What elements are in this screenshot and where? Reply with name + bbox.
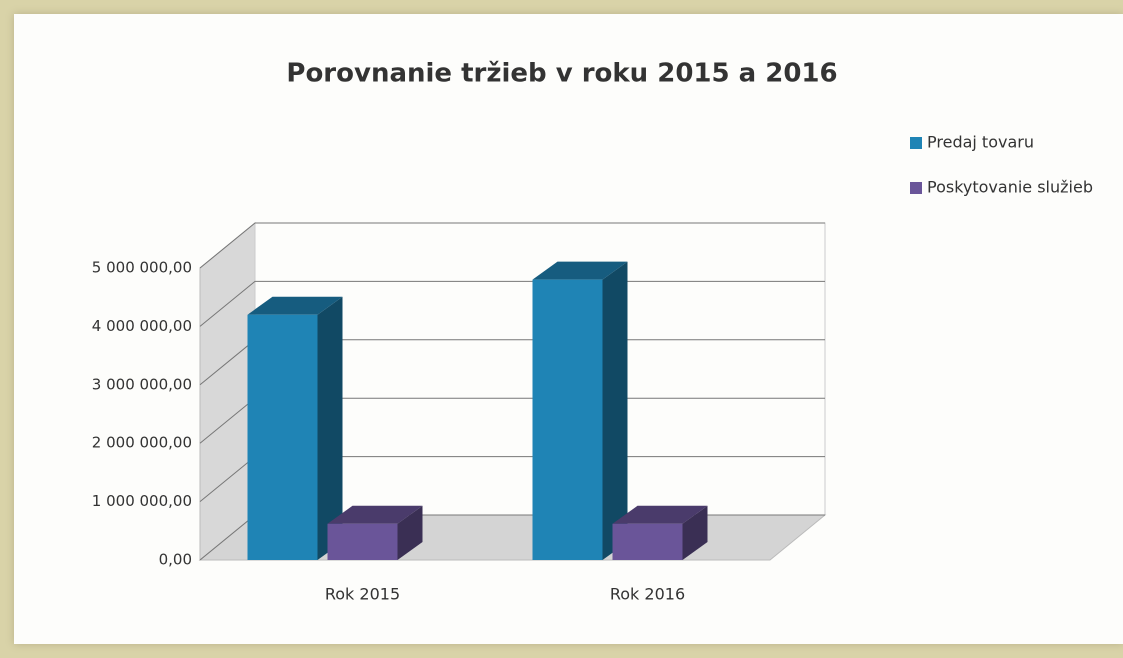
- grid-line: [199, 280, 825, 327]
- y-tick-label: 0,00: [159, 551, 192, 569]
- bar-top: [247, 296, 343, 315]
- side-wall: [199, 221, 256, 562]
- legend-swatch: [910, 137, 922, 149]
- bar: [327, 505, 423, 560]
- bar-side: [317, 296, 343, 560]
- bar-front: [247, 314, 318, 560]
- y-tick-label: 4 000 000,00: [92, 317, 192, 335]
- bar-side: [602, 261, 628, 560]
- legend-label: Poskytovanie služieb: [927, 178, 1093, 197]
- legend-label: Predaj tovaru: [927, 133, 1034, 152]
- y-tick-label: 5 000 000,00: [92, 259, 192, 277]
- bar-top: [532, 261, 628, 280]
- bar: [612, 505, 708, 560]
- bar-side: [397, 505, 423, 560]
- y-tick-label: 3 000 000,00: [92, 375, 192, 393]
- grid-line: [199, 222, 825, 269]
- bar-front: [327, 523, 398, 560]
- y-tick-label: 2 000 000,00: [92, 434, 192, 452]
- legend-swatch: [910, 182, 922, 194]
- x-tick-label: Rok 2015: [325, 585, 400, 604]
- bar: [532, 261, 628, 560]
- bar-front: [612, 523, 683, 560]
- bar-front: [532, 279, 603, 560]
- chart-title: Porovnanie tržieb v roku 2015 a 2016: [286, 59, 837, 89]
- bar-side: [682, 505, 708, 560]
- y-tick-label: 1 000 000,00: [92, 492, 192, 510]
- bar-top: [612, 505, 708, 524]
- bar: [247, 296, 343, 560]
- bar-top: [327, 505, 423, 524]
- x-tick-label: Rok 2016: [610, 585, 685, 604]
